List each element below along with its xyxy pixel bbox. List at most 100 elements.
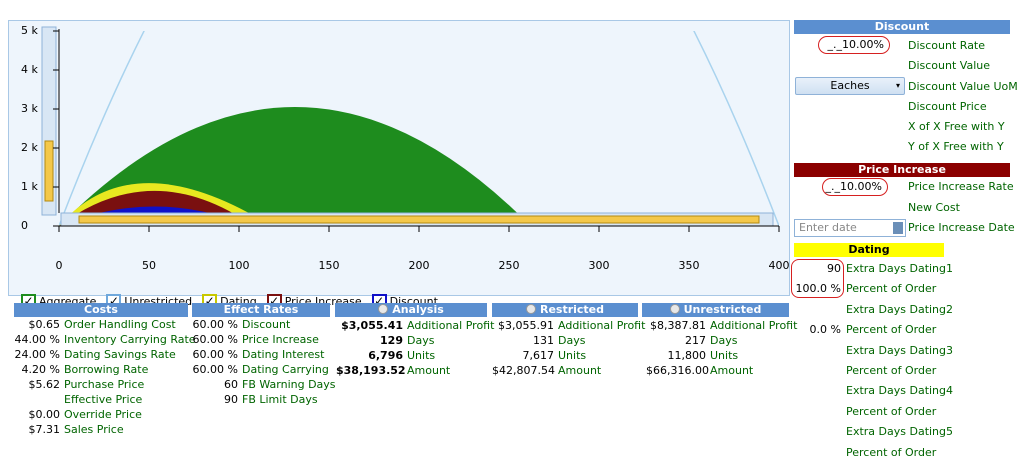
table-row: $3,055.91 Additional Profit [492, 319, 645, 333]
table-row: 217 Days [646, 334, 737, 348]
row-label: Additional Profit [407, 319, 495, 332]
table-row: $7.31 Sales Price [12, 423, 124, 437]
row-value: 6,796 [368, 349, 403, 362]
row-label: Additional Profit [558, 319, 646, 332]
row-value: 217 [685, 334, 706, 347]
dating-row: Extra Days Dating5 [792, 425, 953, 439]
dating-row: 0.0 % Percent of Order [792, 323, 937, 337]
dating-row: Percent of Order [792, 405, 936, 419]
chevron-down-icon: ▾ [895, 81, 900, 90]
row-label: Override Price [64, 408, 142, 421]
table-row: 44.00 % Inventory Carrying Rate [12, 333, 196, 347]
unrestricted-header[interactable]: Unrestricted [642, 303, 789, 317]
row-value: $3,055.41 [341, 319, 403, 332]
row-value: $5.62 [28, 378, 61, 391]
unrestricted-radio[interactable] [669, 304, 680, 314]
row-label: Order Handling Cost [64, 318, 176, 331]
x-tick-label: 150 [318, 259, 340, 272]
row-label: Dating Savings Rate [64, 348, 176, 361]
x-tick-label: 0 [55, 259, 63, 272]
row-label: Units [710, 349, 739, 362]
price-increase-rate-input[interactable]: _._10.00% [822, 178, 888, 196]
x-tick-label: 350 [678, 259, 700, 272]
dating-value[interactable]: 100.0 % [795, 282, 841, 296]
table-row: 24.00 % Dating Savings Rate [12, 348, 176, 362]
row-label: Borrowing Rate [64, 363, 149, 376]
dating-label: Extra Days Dating4 [846, 384, 954, 398]
discount-rate-input[interactable]: _._10.00% [818, 36, 890, 54]
restricted-radio[interactable] [525, 304, 536, 314]
row-label: Amount [710, 364, 754, 377]
dating-label: Percent of Order [846, 445, 937, 459]
table-row: $8,387.81 Additional Profit [646, 319, 797, 333]
effect-rates-header: Effect Rates [192, 303, 330, 317]
x-tick-label: 100 [228, 259, 250, 272]
row-value: $66,316.00 [646, 364, 709, 377]
field-label: New Cost [908, 201, 960, 214]
date-placeholder: Enter date [799, 221, 857, 234]
dating-value[interactable]: 90 [827, 262, 841, 275]
row-label: Units [407, 349, 436, 362]
row-label: Days [558, 334, 586, 347]
dating-label: Percent of Order [846, 404, 937, 418]
row-label: Units [558, 349, 587, 362]
discount-uom-dropdown[interactable]: Eaches ▾ [795, 77, 905, 95]
row-label: Discount [242, 318, 291, 331]
dating-row: Percent of Order [792, 364, 936, 378]
dating-label: Extra Days Dating1 [846, 262, 954, 275]
y-tick-label: 0 [21, 219, 28, 232]
analysis-title: Analysis [392, 303, 444, 316]
table-row: 129 Days [336, 334, 434, 348]
row-value: 60.00 % [192, 363, 238, 376]
restricted-header[interactable]: Restricted [492, 303, 638, 317]
row-label: Days [710, 334, 738, 347]
row-label: Sales Price [64, 423, 124, 436]
row-label: Effective Price [64, 393, 143, 406]
row-label: FB Warning Days [242, 378, 336, 391]
profit-chart [41, 26, 780, 232]
analysis-header[interactable]: Analysis [335, 303, 487, 317]
table-row: 60.00 % Dating Interest [192, 348, 325, 362]
field-label: Price Increase Date [908, 221, 1015, 234]
table-row: 90 FB Limit Days [192, 393, 318, 407]
row-label: Dating Interest [242, 348, 325, 361]
vertical-scrollbar[interactable] [41, 26, 57, 216]
field-label: Discount Price [908, 100, 987, 113]
field-label: Discount Value UoM [908, 80, 1018, 93]
row-label: Days [407, 334, 435, 347]
table-row: $42,807.54 Amount [492, 364, 601, 378]
table-row: 4.20 % Borrowing Rate [12, 363, 149, 377]
row-value: 24.00 % [14, 348, 60, 361]
dating-value[interactable]: 0.0 % [809, 323, 841, 337]
dating-label: Percent of Order [846, 323, 937, 337]
row-label: Price Increase [242, 333, 319, 346]
row-value: $3,055.91 [498, 319, 554, 332]
field-label: Y of X Free with Y [908, 140, 1004, 153]
row-label: Dating Carrying [242, 363, 329, 376]
row-value: 129 [380, 334, 403, 347]
y-tick-label: 2 k [21, 141, 38, 154]
table-row: $38,193.52Amount [336, 364, 450, 378]
table-row: $3,055.41 Additional Profit [336, 319, 494, 333]
y-tick-label: 3 k [21, 102, 38, 115]
calendar-icon[interactable] [893, 222, 903, 234]
analysis-radio[interactable] [378, 304, 389, 314]
horizontal-scrollbar[interactable] [60, 212, 774, 227]
field-label: X of X Free with Y [908, 120, 1005, 133]
dating-row: 90 Extra Days Dating1 [792, 262, 953, 276]
dating-label: Percent of Order [846, 282, 937, 296]
y-tick-label: 1 k [21, 180, 38, 193]
row-value: $0.65 [28, 318, 61, 331]
table-row: 60.00 % Dating Carrying [192, 363, 329, 377]
price-increase-date-input[interactable]: Enter date [794, 219, 906, 237]
dating-highlight [791, 259, 844, 298]
row-value: $38,193.52 [336, 364, 406, 377]
table-row: 60.00 % Price Increase [192, 333, 319, 347]
row-value: 4.20 % [21, 363, 60, 376]
row-value: 60.00 % [192, 348, 238, 361]
table-row: 60.00 % Discount [192, 318, 291, 332]
row-value: $0.00 [28, 408, 61, 421]
field-label: Discount Value [908, 59, 990, 72]
row-value: 60.00 % [192, 318, 238, 331]
discount-uom-value: Eaches [830, 79, 870, 92]
